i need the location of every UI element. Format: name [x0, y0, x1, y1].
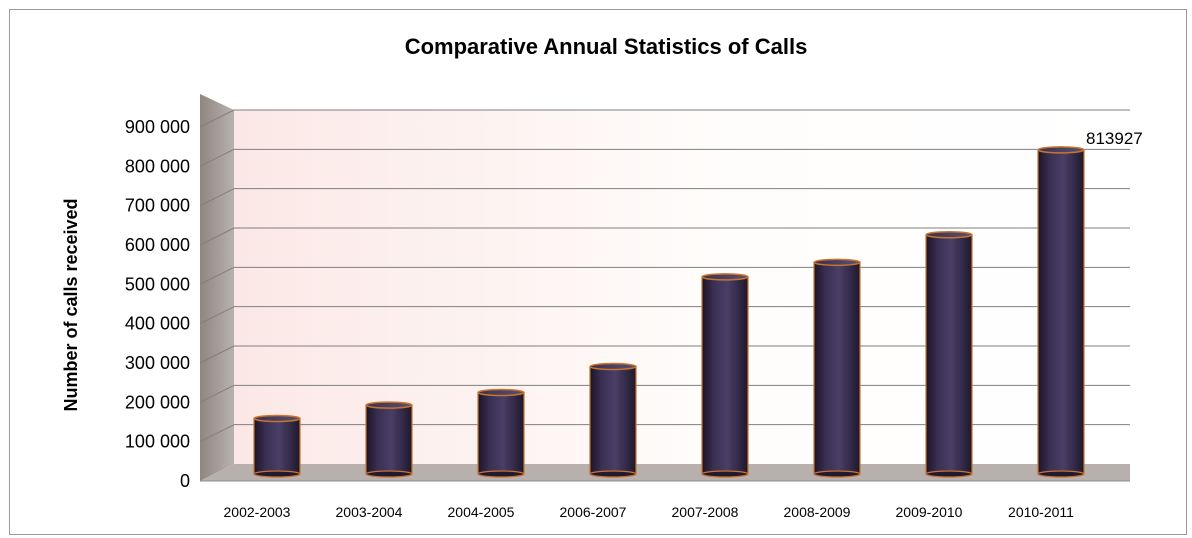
y-tick-label: 0 [180, 471, 190, 491]
bar-2006-2007 [589, 362, 637, 478]
y-tick-label: 300 000 [125, 353, 190, 373]
gridline-side [199, 266, 235, 285]
floor [200, 464, 1130, 481]
bar [1037, 149, 1085, 475]
gridline-side [199, 306, 235, 325]
bar-top [253, 414, 301, 423]
bar-2007-2008 [701, 273, 749, 478]
bar-base [477, 470, 525, 478]
bar-top [365, 401, 413, 409]
x-tick-label: 2003-2004 [336, 504, 403, 520]
chart-title: Comparative Annual Statistics of Calls [405, 34, 808, 59]
x-tick-label: 2009-2010 [896, 504, 963, 520]
y-tick-label: 200 000 [125, 392, 190, 412]
gridline-side [199, 227, 235, 246]
bar [477, 391, 525, 475]
bar-top [589, 362, 637, 371]
bar-2002-2003 [253, 414, 301, 478]
y-axis-label: Number of calls received [61, 198, 81, 411]
gridline-side [199, 188, 235, 207]
gridline-side [199, 424, 235, 443]
bar-top [477, 388, 525, 397]
y-tick-label: 900 000 [125, 117, 190, 137]
bar-top [813, 258, 861, 267]
bar-base [813, 470, 861, 478]
gridline-side [199, 345, 235, 364]
bar-2008-2009 [813, 258, 861, 478]
chart-svg: Comparative Annual Statistics of Calls 0… [61, 34, 1143, 520]
x-tick-label: 2006-2007 [560, 504, 627, 520]
bar [925, 234, 973, 475]
gridline-side [199, 384, 235, 403]
y-tick-label: 500 000 [125, 274, 190, 294]
x-tick-label: 2002-2003 [224, 504, 291, 520]
side-wall [200, 94, 234, 481]
y-tick-label: 400 000 [125, 314, 190, 334]
y-tick-label: 100 000 [125, 432, 190, 452]
bar-2004-2005 [477, 388, 525, 478]
gridline-side [199, 148, 235, 167]
y-tick-label: 700 000 [125, 196, 190, 216]
bar [253, 417, 301, 475]
y-tick-label: 600 000 [125, 235, 190, 255]
bar-2003-2004 [365, 401, 413, 478]
bar-base [925, 470, 973, 478]
bar-base [589, 470, 637, 478]
bar-top [701, 273, 749, 281]
bar [701, 276, 749, 475]
gridline-side [199, 109, 235, 128]
bars-layer: 813927 [253, 129, 1143, 478]
bar-top [1037, 146, 1085, 154]
bar [813, 261, 861, 475]
bar-top [925, 231, 973, 239]
bar-2010-2011 [1037, 146, 1085, 478]
x-tick-label: 2010-2011 [1008, 504, 1074, 520]
y-tick-label: 800 000 [125, 156, 190, 176]
chart-frame: Comparative Annual Statistics of Calls 0… [9, 9, 1187, 535]
bar-base [365, 470, 413, 478]
x-tick-label: 2004-2005 [448, 504, 515, 520]
data-label: 813927 [1086, 129, 1143, 148]
bar [589, 365, 637, 475]
bar-base [253, 470, 301, 478]
x-tick-label: 2008-2009 [784, 504, 851, 520]
x-tick-label: 2007-2008 [672, 504, 739, 520]
bar-base [1037, 470, 1085, 478]
bar-2009-2010 [925, 231, 973, 478]
bar-base [701, 470, 749, 478]
bar [365, 404, 413, 475]
